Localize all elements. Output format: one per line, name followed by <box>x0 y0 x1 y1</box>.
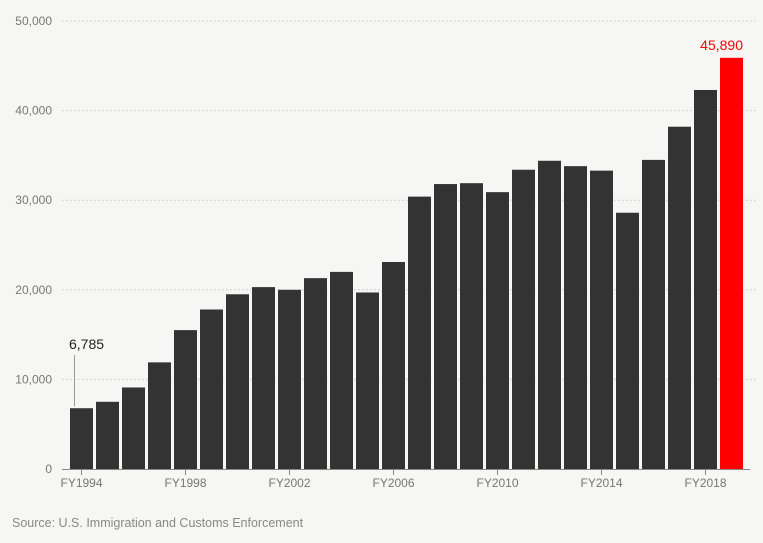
bar <box>642 159 665 469</box>
x-tick-label: FY2006 <box>372 476 414 490</box>
bar <box>564 166 587 470</box>
bar <box>278 289 301 469</box>
bar <box>96 401 119 469</box>
y-tick-label: 10,000 <box>15 372 52 386</box>
bar <box>512 169 535 469</box>
bar <box>122 387 145 469</box>
x-tick-label: FY2018 <box>684 476 726 490</box>
bar <box>356 292 379 469</box>
x-tick-label: FY1994 <box>60 476 102 490</box>
bar <box>382 262 405 469</box>
x-tick-label: FY2014 <box>580 476 622 490</box>
bar <box>590 170 613 469</box>
annotation-label: 45,890 <box>700 37 743 53</box>
bar <box>434 184 457 469</box>
bars <box>70 57 743 470</box>
bar <box>616 212 639 469</box>
bar <box>226 294 249 469</box>
bar <box>460 183 483 469</box>
y-tick-label: 30,000 <box>15 193 52 207</box>
y-tick-label: 40,000 <box>15 104 52 118</box>
bar <box>668 126 691 469</box>
bar <box>408 196 431 469</box>
annotation-label: 6,785 <box>69 336 104 352</box>
source-note: Source: U.S. Immigration and Customs Enf… <box>12 516 304 530</box>
y-tick-label: 50,000 <box>15 14 52 28</box>
y-tick-label: 20,000 <box>15 283 52 297</box>
axes: 0 10,000 20,000 30,000 40,000 50,000 FY1994 FY1… <box>15 14 750 490</box>
bar <box>304 278 327 469</box>
bar <box>70 408 93 469</box>
bar <box>538 160 561 469</box>
bar <box>174 330 197 469</box>
bar-chart: 0 10,000 20,000 30,000 40,000 50,000 FY1994 FY1… <box>15 14 758 490</box>
bar <box>694 89 717 469</box>
x-tick-label: FY2010 <box>476 476 518 490</box>
annotations: 6,785 45,890 <box>69 37 743 407</box>
bar <box>252 287 275 469</box>
y-tick-label: 0 <box>45 462 52 476</box>
bar <box>720 57 743 470</box>
x-tick-label: FY1998 <box>164 476 206 490</box>
x-tick-label: FY2002 <box>268 476 310 490</box>
bar <box>486 192 509 470</box>
bar <box>200 309 223 469</box>
bar <box>330 271 353 469</box>
bar <box>148 362 171 469</box>
